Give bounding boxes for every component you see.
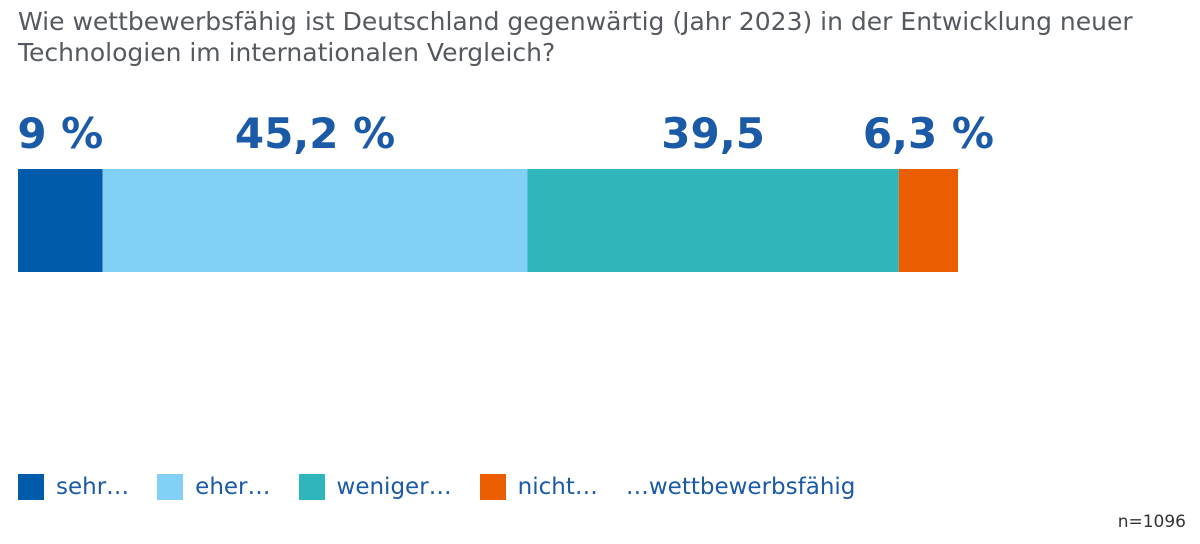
legend-label-nicht: nicht… bbox=[517, 474, 598, 500]
legend-item-eher: eher… bbox=[157, 474, 271, 500]
bar-segment-sehr bbox=[18, 169, 103, 272]
legend-label-sehr: sehr… bbox=[56, 474, 130, 500]
chart-title: Wie wettbewerbsfähig ist Deutschland geg… bbox=[18, 7, 1133, 67]
legend-label-weniger: weniger… bbox=[336, 474, 452, 500]
legend-swatch-nicht bbox=[479, 474, 506, 500]
sample-size-note: n=1096 bbox=[1117, 512, 1186, 532]
legend-item-weniger: weniger… bbox=[298, 474, 452, 500]
legend-item-sehr: sehr… bbox=[18, 474, 129, 500]
value-label-eher: 45,2 % bbox=[235, 109, 395, 158]
legend: sehr… eher… weniger… nicht… …wettbewerbs… bbox=[18, 474, 855, 500]
bar-segment-weniger bbox=[527, 169, 899, 272]
legend-swatch-eher bbox=[157, 474, 184, 500]
legend-item-nicht: nicht… bbox=[479, 474, 598, 500]
legend-swatch-weniger bbox=[298, 474, 325, 500]
bar-segment-nicht bbox=[898, 169, 958, 272]
value-label-sehr: 9 % bbox=[17, 109, 103, 158]
legend-label-eher: eher… bbox=[195, 474, 271, 500]
bar-segment-eher bbox=[102, 169, 528, 272]
value-label-weniger: 39,5 bbox=[661, 109, 765, 158]
legend-swatch-sehr bbox=[18, 474, 44, 500]
value-label-nicht: 6,3 % bbox=[863, 109, 994, 158]
legend-suffix: …wettbewerbsfähig bbox=[625, 474, 856, 500]
